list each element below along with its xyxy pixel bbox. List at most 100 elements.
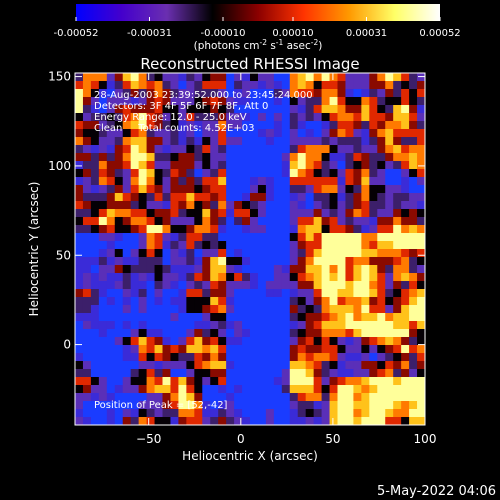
heatmap-cell (385, 313, 394, 322)
heatmap-cell (106, 321, 116, 330)
heatmap-cell (409, 113, 418, 122)
heatmap-cell (226, 369, 235, 378)
heatmap-cell (345, 313, 355, 322)
heatmap-cell (393, 409, 402, 418)
heatmap-cell (138, 89, 148, 98)
heatmap-cell (345, 217, 355, 226)
heatmap-cell (345, 281, 355, 290)
heatmap-cell (226, 321, 235, 330)
heatmap-cell (417, 289, 425, 298)
heatmap-cell (75, 281, 84, 290)
heatmap-cell (417, 121, 425, 130)
heatmap-cell (329, 265, 339, 274)
heatmap-cell (401, 217, 410, 226)
heatmap-cell (194, 185, 203, 194)
heatmap-cell (114, 225, 124, 234)
heatmap-cell (417, 401, 425, 410)
heatmap-cell (409, 105, 418, 114)
heatmap-cell (257, 289, 267, 298)
heatmap-cell (75, 305, 84, 314)
heatmap-cell (234, 177, 243, 186)
heatmap-cell (130, 345, 140, 354)
heatmap-cell (417, 225, 425, 234)
heatmap-cell (154, 297, 164, 306)
heatmap-cell (226, 361, 235, 370)
heatmap-cell (417, 97, 425, 106)
heatmap-cell (353, 353, 362, 362)
heatmap-cell (122, 345, 132, 354)
heatmap-cell (401, 369, 410, 378)
heatmap-cell (329, 241, 339, 250)
heatmap-cell (353, 385, 362, 394)
heatmap-cell (353, 281, 362, 290)
heatmap-cell (90, 281, 100, 290)
heatmap-cell (146, 417, 156, 425)
colorbar-tick-label: -0.00031 (127, 28, 172, 39)
heatmap-cell (329, 217, 339, 226)
heatmap-cell (393, 273, 402, 282)
heatmap-cell (393, 289, 402, 298)
heatmap-cell (162, 369, 172, 378)
heatmap-cell (242, 217, 251, 226)
heatmap-cell (337, 105, 347, 114)
heatmap-cell (329, 281, 339, 290)
heatmap-cell (106, 129, 116, 138)
heatmap-cell (361, 73, 370, 82)
heatmap-cell (114, 81, 124, 90)
heatmap-cell (409, 225, 418, 234)
heatmap-cell (369, 113, 378, 122)
heatmap-cell (170, 401, 180, 410)
heatmap-cell (234, 97, 243, 106)
heatmap-cell (321, 145, 331, 154)
heatmap-cell (321, 289, 331, 298)
heatmap-cell (313, 97, 323, 106)
heatmap-cell (114, 345, 124, 354)
heatmap-cell (106, 161, 116, 170)
heatmap-cell (210, 97, 219, 106)
heatmap-cell (106, 97, 116, 106)
heatmap-cell (417, 369, 425, 378)
heatmap-cell (401, 201, 410, 210)
heatmap-cell (353, 161, 362, 170)
heatmap-cell (210, 361, 219, 370)
heatmap-cell (114, 233, 124, 242)
heatmap-cell (337, 369, 347, 378)
heatmap-cell (305, 73, 315, 82)
heatmap-cell (218, 89, 227, 98)
heatmap-cell (218, 169, 227, 178)
heatmap-cell (138, 209, 148, 218)
heatmap-cell (186, 233, 195, 242)
heatmap-cell (138, 361, 148, 370)
heatmap-cell (210, 105, 219, 114)
heatmap-cell (361, 161, 370, 170)
heatmap-cell (321, 249, 331, 258)
heatmap-cell (154, 385, 164, 394)
heatmap-cell (250, 313, 259, 322)
heatmap-cell (90, 113, 100, 122)
heatmap-cell (82, 73, 92, 82)
heatmap-cell (98, 137, 108, 146)
heatmap-cell (114, 129, 124, 138)
heatmap-cell (98, 233, 108, 242)
heatmap-cell (345, 185, 355, 194)
heatmap-cell (226, 137, 235, 146)
heatmap-cell (186, 185, 195, 194)
heatmap-cell (321, 225, 331, 234)
heatmap-cell (297, 265, 307, 274)
heatmap-cell (401, 337, 410, 346)
heatmap-cell (409, 81, 418, 90)
heatmap-cell (202, 409, 211, 418)
heatmap-cell (218, 249, 227, 258)
heatmap-cell (345, 265, 355, 274)
heatmap-cell (329, 97, 339, 106)
heatmap-cell (146, 145, 156, 154)
heatmap-cell (305, 233, 315, 242)
heatmap-cell (250, 417, 259, 425)
heatmap-cell (417, 81, 425, 90)
heatmap-cell (401, 281, 410, 290)
heatmap-cell (250, 329, 259, 338)
heatmap-cell (369, 73, 378, 82)
heatmap-cell (210, 161, 219, 170)
heatmap-cell (257, 185, 267, 194)
heatmap-cell (194, 97, 203, 106)
